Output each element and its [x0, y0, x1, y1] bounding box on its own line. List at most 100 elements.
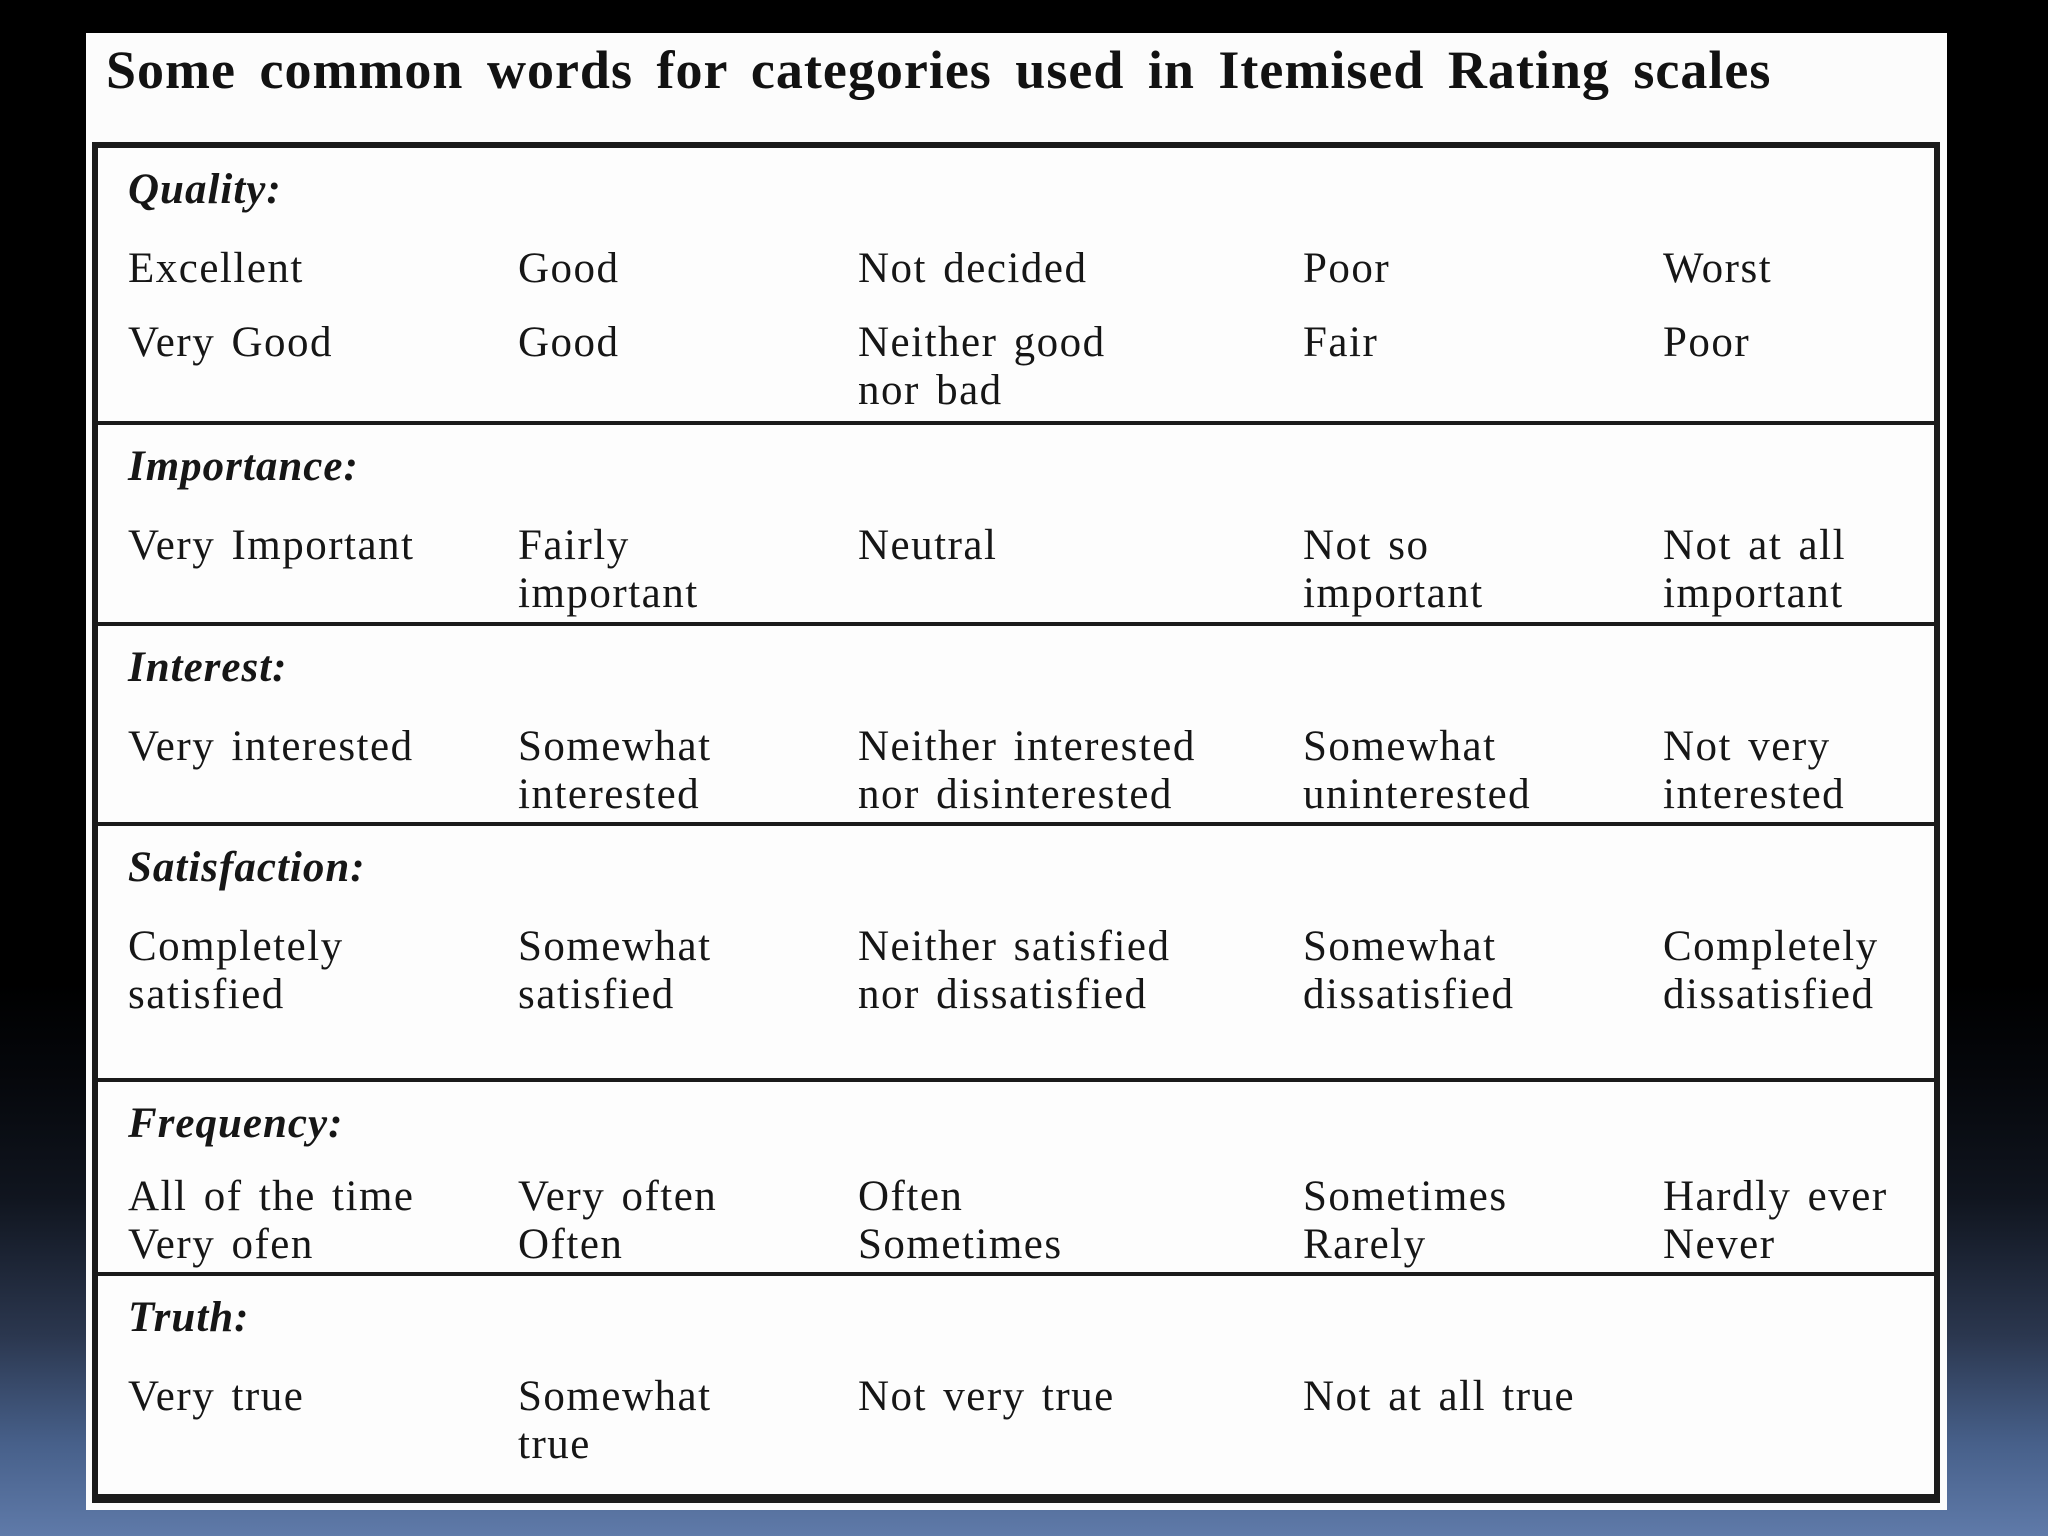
cell-line: Very true — [128, 1373, 305, 1421]
cell-line: dissatisfied — [1303, 971, 1515, 1019]
section-heading: Quality: — [128, 166, 282, 213]
cell-line: dissatisfied — [1663, 971, 1875, 1019]
cell-line: Rarely — [1303, 1221, 1427, 1269]
section-heading: Frequency: — [128, 1100, 344, 1147]
table-cell: Neutral — [858, 522, 1303, 618]
table-row: Very true Somewhat true Not very true Not at… — [128, 1373, 1934, 1469]
table-cell: All of the time — [128, 1173, 518, 1221]
cell-line: Very Good — [128, 319, 333, 367]
table-cell: Not decided — [858, 245, 1303, 293]
cell-line: Fair — [1303, 319, 1379, 367]
table-cell: Completely dissatisfied — [1663, 923, 1934, 1019]
cell-line: Somewhat — [1303, 723, 1497, 771]
table-cell: Very true — [128, 1373, 518, 1469]
table-row: Very Important Fairly important Neutral Not … — [128, 522, 1934, 618]
table-cell: Hardly ever — [1663, 1173, 1934, 1221]
section-heading: Interest: — [128, 644, 288, 691]
cell-line: satisfied — [518, 971, 675, 1019]
table-cell: Very ofen — [128, 1221, 518, 1269]
table-cell: Rarely — [1303, 1221, 1663, 1269]
table-cell: Somewhat uninterested — [1303, 723, 1663, 819]
cell-line: Neutral — [858, 522, 998, 570]
table-cell: Very interested — [128, 723, 518, 819]
cell-line: important — [518, 570, 699, 618]
section-quality: Quality: Excellent Good Not decided Poor Wors… — [98, 148, 1934, 421]
cell-line: Poor — [1663, 319, 1751, 367]
table-cell: Sometimes — [1303, 1173, 1663, 1221]
cell-line: uninterested — [1303, 771, 1532, 819]
cell-line: Never — [1663, 1221, 1776, 1269]
cell-line: nor dissatisfied — [858, 971, 1148, 1019]
section-frequency: Frequency: All of the time Very often Often… — [98, 1078, 1934, 1272]
table-cell: Neither satisfied nor dissatisfied — [858, 923, 1303, 1019]
cell-line: satisfied — [128, 971, 285, 1019]
table-row: Very Good Good Neither good nor bad Fair Poor — [128, 319, 1934, 415]
table-cell: Not at all true — [1303, 1373, 1663, 1469]
table-cell: Somewhat interested — [518, 723, 858, 819]
table-cell: Not very interested — [1663, 723, 1934, 819]
section-heading: Satisfaction: — [128, 844, 366, 891]
cell-line: nor bad — [858, 367, 1003, 415]
table-cell: Very Important — [128, 522, 518, 618]
cell-line: Not very true — [858, 1373, 1115, 1421]
section-interest: Interest: Very interested Somewhat interest… — [98, 622, 1934, 822]
section-importance: Importance: Very Important Fairly important… — [98, 421, 1934, 622]
section-heading: Importance: — [128, 443, 359, 490]
cell-line: Sometimes — [1303, 1173, 1508, 1221]
table-row: Completely satisfied Somewhat satisfied Neit… — [128, 923, 1934, 1019]
cell-line: Often — [518, 1221, 624, 1269]
table-cell: Neither interested nor disinterested — [858, 723, 1303, 819]
table-row: Very ofen Often Sometimes Rarely Never — [128, 1221, 1934, 1269]
cell-line: Somewhat — [1303, 923, 1497, 971]
cell-line: important — [1303, 570, 1484, 618]
cell-line: Somewhat — [518, 923, 712, 971]
page-title: Some common words for categories used in… — [106, 40, 1772, 100]
cell-line: important — [1663, 570, 1844, 618]
cell-line: Not at all true — [1303, 1373, 1576, 1421]
table-row: Very interested Somewhat interested Neither… — [128, 723, 1934, 819]
cell-line: interested — [518, 771, 701, 819]
section-satisfaction: Satisfaction: Completely satisfied Somewhat… — [98, 822, 1934, 1078]
table-cell: Excellent — [128, 245, 518, 293]
cell-line: Good — [518, 319, 620, 367]
cell-line: Fairly — [518, 522, 630, 570]
cell-line: Excellent — [128, 245, 304, 293]
table-cell: Not so important — [1303, 522, 1663, 618]
cell-line: Neither interested — [858, 723, 1196, 771]
cell-line: Often — [858, 1173, 964, 1221]
cell-line: Very ofen — [128, 1221, 314, 1269]
cell-line: nor disinterested — [858, 771, 1173, 819]
table-cell: Neither good nor bad — [858, 319, 1303, 415]
cell-line: Not very — [1663, 723, 1831, 771]
rating-scale-table: Quality: Excellent Good Not decided Poor Wors… — [92, 142, 1940, 1503]
slide-panel: Some common words for categories used in… — [86, 33, 1947, 1510]
table-cell: Often — [858, 1173, 1303, 1221]
cell-line: All of the time — [128, 1173, 415, 1221]
table-cell: Poor — [1303, 245, 1663, 293]
cell-line: true — [518, 1421, 591, 1469]
cell-line: Good — [518, 245, 620, 293]
cell-line: Sometimes — [858, 1221, 1063, 1269]
section-truth: Truth: Very true Somewhat true Not very true… — [98, 1272, 1934, 1494]
table-cell: Very often — [518, 1173, 858, 1221]
section-heading: Truth: — [128, 1294, 250, 1341]
cell-line: interested — [1663, 771, 1846, 819]
table-row: Excellent Good Not decided Poor Worst — [128, 245, 1934, 293]
table-cell — [1663, 1373, 1934, 1469]
table-cell: Good — [518, 245, 858, 293]
table-row: All of the time Very often Often Sometimes H… — [128, 1173, 1934, 1221]
table-cell: Completely satisfied — [128, 923, 518, 1019]
cell-line: Very interested — [128, 723, 414, 771]
table-cell: Good — [518, 319, 858, 415]
cell-line: Very Important — [128, 522, 415, 570]
cell-line: Not decided — [858, 245, 1088, 293]
table-cell: Somewhat dissatisfied — [1303, 923, 1663, 1019]
cell-line: Poor — [1303, 245, 1391, 293]
table-cell: Sometimes — [858, 1221, 1303, 1269]
table-cell: Very Good — [128, 319, 518, 415]
cell-line: Somewhat — [518, 723, 712, 771]
cell-line: Neither satisfied — [858, 923, 1171, 971]
cell-line: Not so — [1303, 522, 1430, 570]
cell-line: Worst — [1663, 245, 1773, 293]
table-cell: Fairly important — [518, 522, 858, 618]
